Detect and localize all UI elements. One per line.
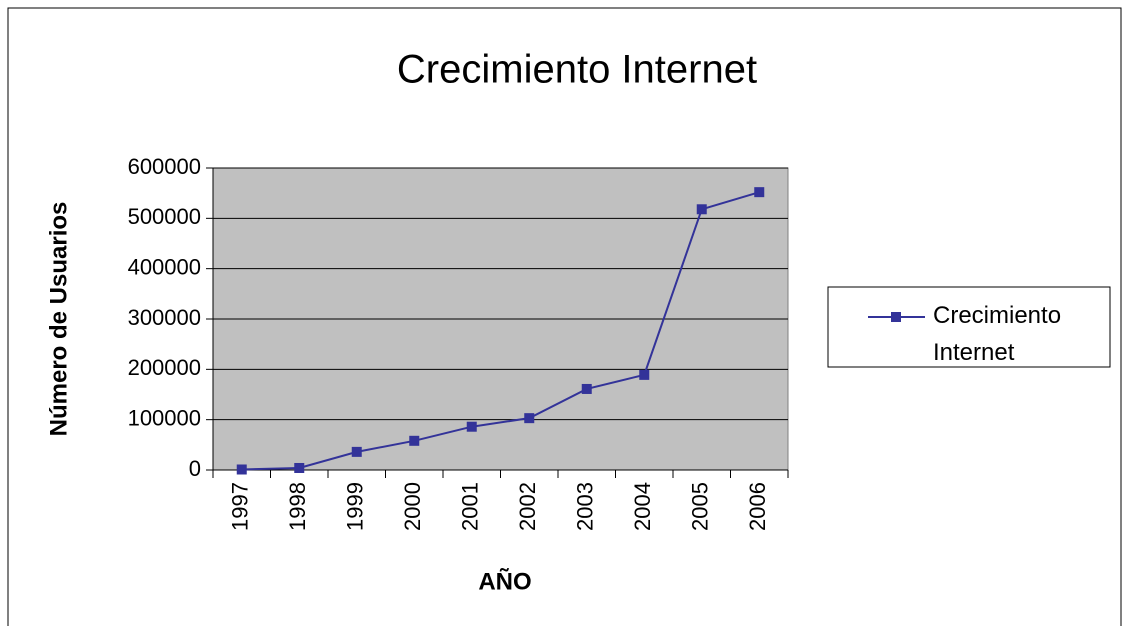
y-tick-label: 200000 [128,355,201,380]
x-tick-label: 2000 [400,482,425,531]
y-tick-label: 600000 [128,154,201,179]
marker [294,462,305,473]
marker [639,369,650,380]
x-tick-label: 2001 [458,482,483,531]
x-tick-label: 1997 [228,482,253,531]
legend-box [827,286,1111,368]
y-tick-label: 300000 [128,305,201,330]
legend-label: Crecimiento Internet [933,302,1061,366]
y-axis-label: Número de Usuarios [45,202,72,437]
y-tick-label: 0 [189,456,201,481]
x-tick-label: 2002 [515,482,540,531]
marker [409,435,420,446]
x-axis-label: AÑO [478,567,531,595]
x-tick-label: 2004 [630,482,655,531]
x-tick-label: 2006 [745,482,770,531]
x-tick-label: 2005 [688,482,713,531]
chart-border [7,7,1122,626]
x-tick-label: 1998 [285,482,310,531]
y-tick-label: 100000 [128,405,201,430]
legend-marker [891,312,901,322]
y-tick-label: 400000 [128,254,201,279]
marker [754,187,765,198]
y-tick-label: 500000 [128,204,201,229]
series-line [241,191,760,471]
marker [696,204,707,215]
marker [236,464,247,475]
marker [466,421,477,432]
marker [524,413,535,424]
marker [351,446,362,457]
x-tick-label: 1999 [343,482,368,531]
x-tick-label: 2003 [573,482,598,531]
marker [581,383,592,394]
chart-title: Crecimiento Internet [397,48,757,92]
